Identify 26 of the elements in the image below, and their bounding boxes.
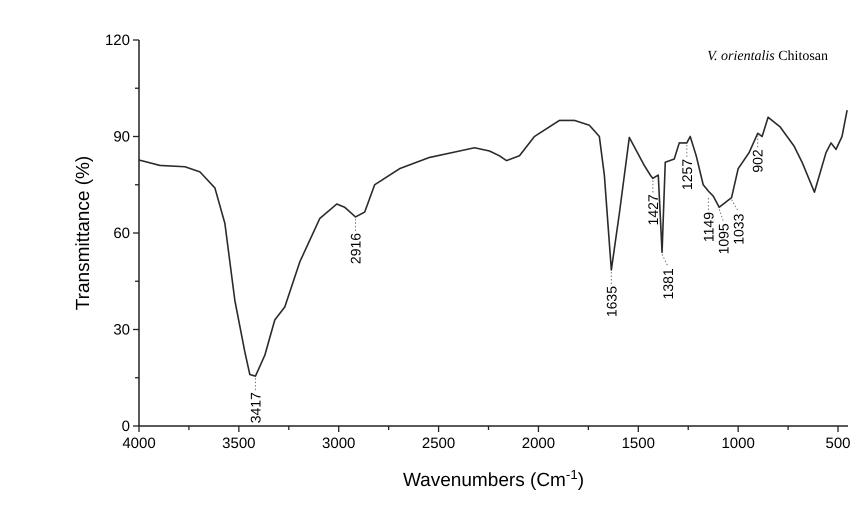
x-tick-label: 1500: [622, 435, 655, 452]
annotation: 1095: [715, 223, 732, 254]
text: V. orientalis Chitosan: [707, 49, 828, 64]
annotation: 1033: [730, 213, 746, 245]
y-tick-label: 60: [113, 225, 130, 242]
x-tick-label: 3500: [222, 435, 256, 452]
annotation: 1381: [660, 268, 676, 300]
annotation: 1149: [700, 212, 716, 242]
y-tick-label: 30: [113, 322, 130, 338]
y-tick-label: 120: [104, 32, 130, 49]
y-axis-title: Transmittance (%): [73, 156, 94, 310]
annotation: 2916: [347, 232, 364, 264]
x-tick-label: 500: [826, 435, 851, 452]
annotation: 3417: [247, 392, 264, 424]
x-tick-label: 3000: [322, 435, 356, 452]
annotation: 1427: [644, 194, 661, 226]
x-tick-label: 4000: [122, 435, 156, 452]
x-tick-label: 2500: [422, 435, 456, 452]
y-tick-label: 0: [122, 418, 130, 435]
annotation: 902: [750, 149, 766, 173]
x-axis-title: Wavenumbers (Cm$^{-1}$): [402, 466, 584, 491]
x-tick-label: 2000: [522, 435, 556, 452]
y-tick-label: 90: [113, 128, 130, 146]
annotation: 1257: [678, 158, 695, 190]
annotation: 1635: [603, 286, 620, 318]
x-tick-label: 1000: [721, 435, 755, 452]
